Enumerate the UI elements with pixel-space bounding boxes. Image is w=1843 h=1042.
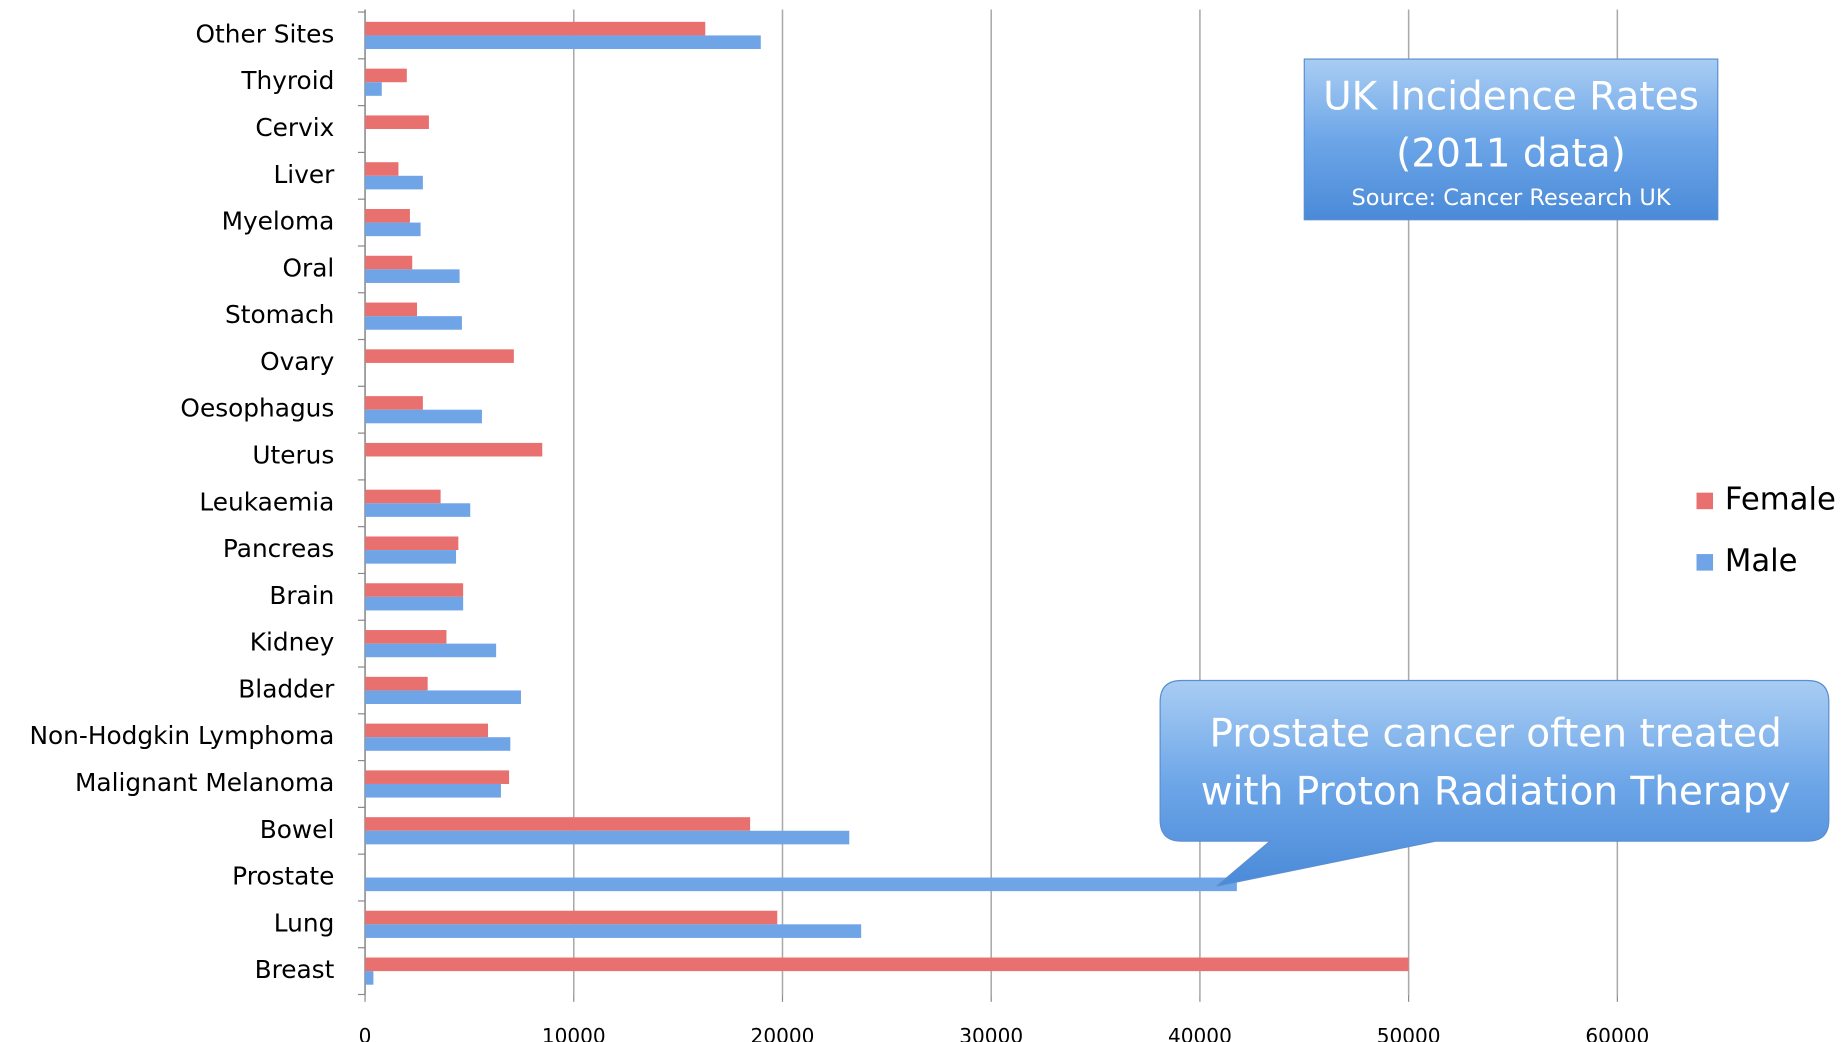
annotation: with Proton Radiation Therapy — [1201, 769, 1791, 814]
bar — [365, 68, 407, 83]
bar — [365, 489, 441, 504]
y-tick-label: Pancreas — [223, 534, 334, 563]
bar — [365, 550, 457, 564]
bar — [365, 175, 423, 190]
y-tick-label: Non-Hodgkin Lymphoma — [29, 721, 334, 750]
y-tick-label: Stomach — [225, 300, 334, 329]
bar — [365, 910, 778, 925]
bar — [365, 503, 471, 517]
y-tick-label: Bowel — [260, 815, 335, 844]
x-tick-label: 40000 — [1168, 1024, 1232, 1042]
annotation: Prostate cancer often treated — [1210, 712, 1782, 757]
x-tick-label: 50000 — [1377, 1024, 1441, 1042]
y-tick-label: Lung — [274, 908, 335, 937]
legend-label: Female — [1725, 481, 1836, 517]
y-tick-label: Cervix — [255, 113, 334, 142]
bar — [365, 442, 543, 457]
legend-swatch — [1696, 554, 1714, 571]
bar — [365, 877, 1237, 892]
bar — [365, 723, 488, 738]
y-tick-label: Thyroid — [240, 66, 334, 95]
bar — [365, 783, 501, 798]
bar — [365, 302, 418, 317]
chart-title: UK Incidence Rates — [1323, 75, 1699, 120]
bar — [365, 82, 382, 96]
y-tick-label: Breast — [255, 955, 335, 984]
bar — [365, 690, 521, 704]
bar — [365, 924, 862, 938]
y-tick-label: Prostate — [232, 862, 334, 891]
bar — [365, 409, 482, 424]
x-tick-label: 30000 — [959, 1024, 1023, 1042]
y-tick-label: Oesophagus — [180, 394, 334, 423]
y-tick-label: Liver — [273, 160, 335, 189]
bar — [365, 21, 706, 36]
y-tick-label: Myeloma — [222, 207, 335, 236]
y-tick-label: Kidney — [250, 628, 335, 657]
y-tick-label: Ovary — [260, 347, 334, 376]
x-tick-label: 0 — [359, 1024, 372, 1042]
x-tick-label: 10000 — [542, 1024, 606, 1042]
bar — [365, 162, 399, 176]
bar — [365, 817, 751, 831]
bar — [365, 596, 464, 611]
y-tick-label: Malignant Melanoma — [75, 768, 334, 797]
bar — [365, 676, 428, 691]
bar — [365, 630, 447, 644]
bar — [365, 957, 1409, 972]
x-tick-label: 60000 — [1585, 1024, 1649, 1042]
bar — [365, 35, 761, 50]
x-tick-label: 20000 — [751, 1024, 815, 1042]
legend-swatch — [1696, 492, 1714, 510]
chart-title: (2011 data) — [1396, 131, 1626, 176]
bar — [365, 396, 423, 410]
y-tick-label: Uterus — [252, 440, 334, 469]
bar — [365, 316, 462, 330]
bar — [365, 971, 374, 985]
chart-subtitle: Source: Cancer Research UK — [1351, 185, 1671, 211]
bar — [365, 269, 460, 283]
legend-label: Male — [1725, 543, 1798, 579]
bar — [365, 770, 510, 784]
bar — [365, 536, 459, 551]
y-tick-label: Brain — [269, 581, 334, 610]
bar — [365, 583, 464, 597]
bar — [365, 349, 514, 363]
bar — [365, 222, 421, 237]
bar — [365, 115, 429, 130]
y-tick-label: Oral — [283, 253, 335, 282]
y-tick-label: Bladder — [238, 674, 335, 703]
title-box — [1303, 58, 1719, 221]
y-tick-label: Other Sites — [196, 19, 335, 48]
bars — [365, 21, 1409, 985]
bar — [365, 255, 413, 270]
y-tick-label: Leukaemia — [199, 487, 334, 516]
bar — [365, 208, 410, 223]
bar — [365, 737, 511, 751]
callout — [1159, 679, 1830, 887]
bar — [365, 830, 850, 845]
bar — [365, 643, 497, 658]
